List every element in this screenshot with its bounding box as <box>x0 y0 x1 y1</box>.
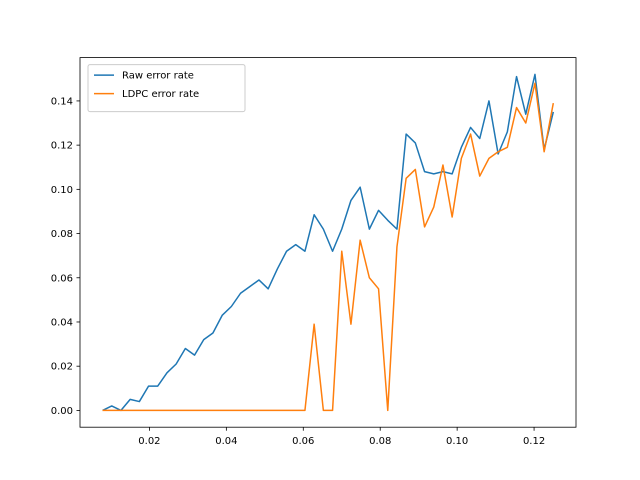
x-tick-label: 0.10 <box>446 436 468 447</box>
legend-label: LDPC error rate <box>122 89 199 100</box>
y-tick-label: 0.14 <box>51 96 73 107</box>
x-tick-label: 0.08 <box>369 436 391 447</box>
y-tick-label: 0.10 <box>51 185 73 196</box>
y-tick-label: 0.00 <box>51 406 73 417</box>
y-tick-label: 0.12 <box>51 141 73 152</box>
x-tick-label: 0.12 <box>523 436 545 447</box>
y-tick-label: 0.08 <box>51 229 73 240</box>
x-tick-label: 0.04 <box>215 436 237 447</box>
data-line <box>102 82 555 412</box>
legend-box <box>87 64 246 113</box>
x-tick-label: 0.02 <box>138 436 160 447</box>
y-tick-label: 0.04 <box>51 317 73 328</box>
axes-frame <box>79 57 577 428</box>
y-tick-label: 0.06 <box>51 273 73 284</box>
legend-label: Raw error rate <box>122 71 194 82</box>
data-line <box>102 73 555 412</box>
y-tick-label: 0.02 <box>51 362 73 373</box>
x-tick-label: 0.06 <box>292 436 314 447</box>
legend: Raw error rate LDPC error rate <box>87 64 246 113</box>
